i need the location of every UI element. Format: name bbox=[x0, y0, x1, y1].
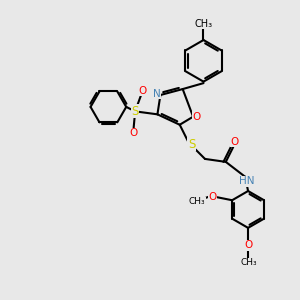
Text: S: S bbox=[131, 105, 139, 118]
Text: HN: HN bbox=[239, 176, 255, 186]
Text: O: O bbox=[244, 240, 253, 250]
Text: CH₃: CH₃ bbox=[194, 19, 213, 29]
Text: O: O bbox=[231, 137, 239, 147]
Text: CH₃: CH₃ bbox=[189, 197, 206, 206]
Text: O: O bbox=[138, 85, 147, 96]
Text: CH₃: CH₃ bbox=[240, 258, 257, 267]
Text: O: O bbox=[209, 192, 217, 202]
Text: S: S bbox=[188, 138, 195, 151]
Text: O: O bbox=[193, 112, 201, 122]
Text: N: N bbox=[153, 88, 161, 98]
Text: O: O bbox=[130, 128, 138, 138]
